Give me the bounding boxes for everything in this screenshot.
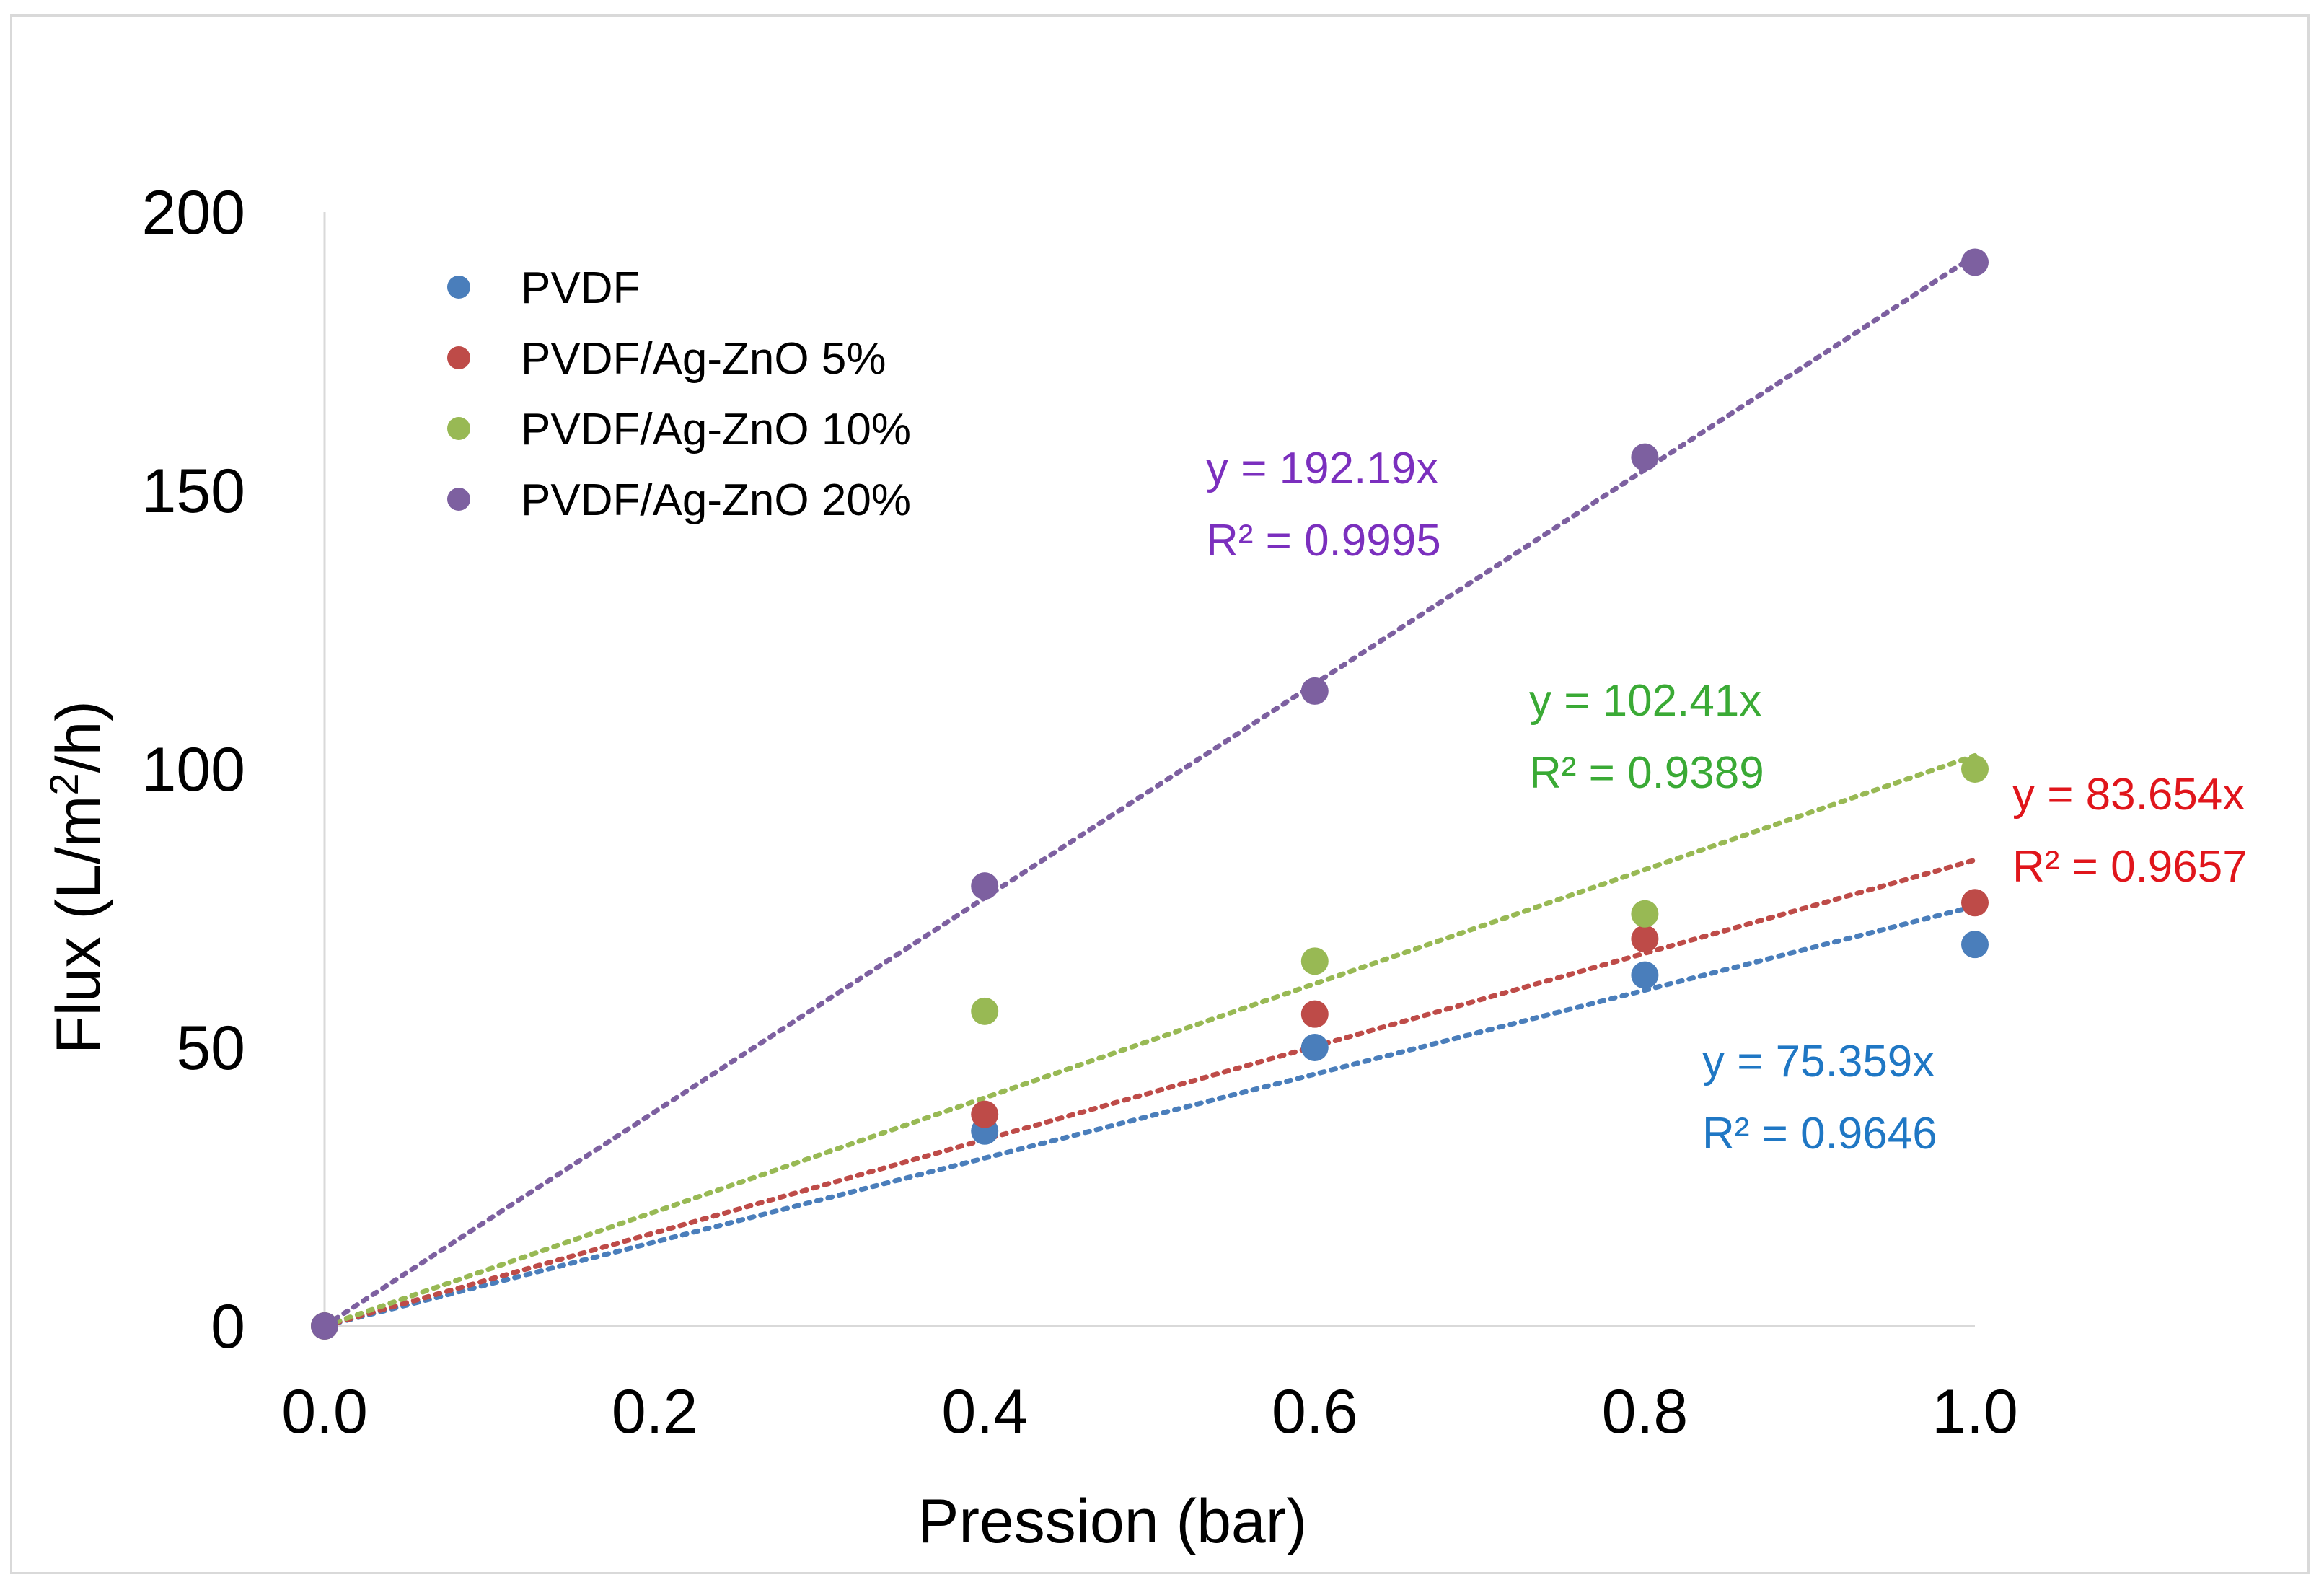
legend-label-pvdf: PVDF	[521, 263, 640, 313]
legend-marker-pvdf-agzno-5	[447, 346, 470, 369]
data-point-pvdf	[1300, 1034, 1329, 1061]
trendline-pvdf	[322, 903, 1978, 1329]
data-point-pvdf-ag-zno-5	[1631, 925, 1659, 953]
data-point-pvdf-ag-zno-20	[971, 872, 999, 900]
y-tick-label: 0	[211, 1292, 245, 1361]
trendlines	[322, 252, 1978, 1329]
legend-marker-pvdf	[447, 276, 470, 299]
y-tick-label: 50	[176, 1014, 245, 1083]
equation-pvdf-agzno-10: y = 102.41x	[1529, 676, 1761, 726]
chart-frame	[10, 14, 2310, 1574]
x-tick-label: 0.6	[1272, 1377, 1358, 1446]
legend-label-pvdf-agzno-10: PVDF/Ag-ZnO 10%	[521, 405, 911, 454]
data-point-pvdf-ag-zno-10	[1300, 947, 1329, 975]
data-point-pvdf-ag-zno-20	[1961, 248, 1989, 276]
legend-label-pvdf-agzno-20: PVDF/Ag-ZnO 20%	[521, 475, 911, 525]
x-tick-label: 0.4	[941, 1377, 1028, 1446]
x-tick-label: 0.0	[281, 1377, 368, 1446]
x-tick-label: 0.2	[612, 1377, 698, 1446]
tick-labels: 0.0 0.2 0.4 0.6 0.8 1.0 0 50 100 150 200	[142, 178, 2018, 1446]
data-point-pvdf-ag-zno-10	[1631, 900, 1659, 928]
data-point-pvdf-ag-zno-5	[971, 1100, 999, 1128]
data-point-pvdf	[1961, 931, 1989, 959]
data-point-pvdf-ag-zno-5	[1300, 1000, 1329, 1028]
equation-pvdf-agzno-5: y = 83.654x	[2012, 770, 2245, 820]
data-point-pvdf-ag-zno-20	[311, 1312, 338, 1340]
trendline-pvdf-ag-zno-10	[322, 752, 1978, 1329]
r-squared-pvdf-agzno-10: R² = 0.9389	[1529, 748, 1764, 798]
y-tick-label: 200	[142, 178, 246, 247]
data-point-pvdf-ag-zno-20	[1631, 443, 1659, 471]
data-point-pvdf	[1631, 961, 1659, 989]
axes	[323, 212, 1975, 1327]
data-point-pvdf-ag-zno-20	[1300, 677, 1329, 705]
x-tick-label: 1.0	[1932, 1377, 2018, 1446]
y-tick-label: 150	[142, 457, 246, 526]
y-axis-title: Flux (L/m2/h)	[41, 700, 113, 1054]
equation-pvdf-agzno-20: y = 192.19x	[1206, 444, 1438, 493]
r-squared-pvdf: R² = 0.9646	[1702, 1109, 1937, 1159]
data-point-pvdf-ag-zno-10	[1961, 755, 1989, 783]
legend-label-pvdf-agzno-5: PVDF/Ag-ZnO 5%	[521, 334, 886, 384]
y-tick-label: 100	[142, 735, 246, 804]
data-point-pvdf-ag-zno-5	[1961, 889, 1989, 917]
data-point-pvdf-ag-zno-10	[971, 997, 999, 1025]
x-axis-title: Pression (bar)	[917, 1487, 1307, 1556]
x-tick-label: 0.8	[1602, 1377, 1689, 1446]
trendline-annotations: y = 75.359x R² = 0.9646 y = 83.654x R² =…	[1206, 444, 2248, 1159]
r-squared-pvdf-agzno-5: R² = 0.9657	[2012, 842, 2248, 892]
data-points	[311, 248, 1989, 1340]
legend: PVDF PVDF/Ag-ZnO 5% PVDF/Ag-ZnO 10% PVDF…	[447, 263, 911, 525]
equation-pvdf: y = 75.359x	[1702, 1037, 1935, 1086]
legend-marker-pvdf-agzno-20	[447, 488, 470, 511]
trendline-pvdf-ag-zno-5	[322, 857, 1978, 1329]
r-squared-pvdf-agzno-20: R² = 0.9995	[1206, 516, 1441, 566]
trendline-pvdf-ag-zno-20	[322, 252, 1978, 1329]
legend-marker-pvdf-agzno-10	[447, 417, 470, 440]
